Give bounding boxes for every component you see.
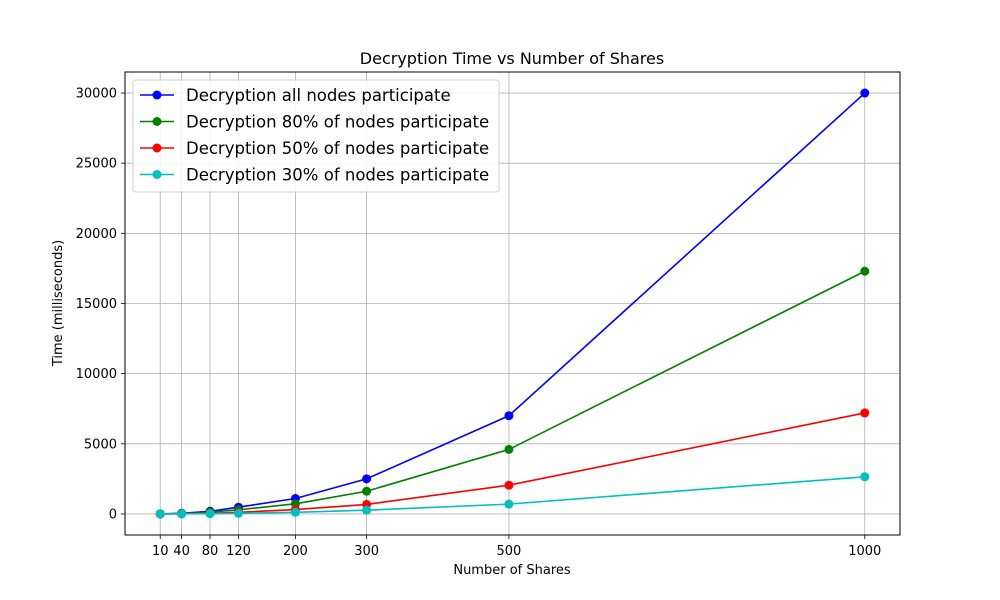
series-2-point <box>860 266 870 276</box>
series-4-point <box>234 508 244 518</box>
legend-item: Decryption 50% of nodes participate <box>140 139 489 158</box>
y-axis-label: Time (milliseconds) <box>51 240 66 367</box>
series-3-point <box>860 408 870 418</box>
axis-ticks: 10 40 80 120 200 300 500 1000050001000015000200… <box>76 87 882 559</box>
series-2-point <box>504 444 514 454</box>
x-tick-label: 300 <box>354 544 379 559</box>
legend-label: Decryption 30% of nodes participate <box>186 166 489 185</box>
legend-label: Decryption all nodes participate <box>186 86 451 105</box>
series-4-point <box>155 509 165 519</box>
legend-box <box>132 79 500 193</box>
legend: Decryption all nodes participate Decrypti… <box>132 79 500 193</box>
x-tick-label: 120 <box>226 544 251 559</box>
series-4 <box>155 472 870 519</box>
series-3-point <box>504 480 514 490</box>
series-2-point <box>362 486 372 496</box>
series-4-point <box>504 499 514 509</box>
series-4-line <box>160 475 865 515</box>
series-4-point <box>177 509 187 519</box>
legend-marker <box>152 143 162 153</box>
series-1-point <box>362 474 372 484</box>
series-1-point <box>860 88 870 98</box>
x-tick-label: 40 <box>173 544 190 559</box>
legend-label: Decryption 80% of nodes participate <box>186 113 489 132</box>
series-4-point <box>860 472 870 482</box>
x-tick-label: 500 <box>497 544 522 559</box>
series-layer <box>155 88 870 519</box>
legend-marker <box>152 170 162 179</box>
legend-item: Decryption 30% of nodes participate <box>140 166 489 185</box>
y-tick-label: 25000 <box>76 157 117 172</box>
chart-title: Decryption Time vs Number of Shares <box>360 49 664 68</box>
series-1-point <box>504 411 514 421</box>
x-tick-label: 10 <box>152 544 169 559</box>
y-tick-label: 10000 <box>76 367 117 382</box>
x-tick-label: 80 <box>202 544 219 559</box>
legend-marker <box>152 117 162 126</box>
legend-label: Decryption 50% of nodes participate <box>186 139 489 158</box>
y-tick-label: 30000 <box>76 87 117 102</box>
legend-item: Decryption 80% of nodes participate <box>140 113 489 132</box>
y-tick-label: 0 <box>109 507 117 522</box>
series-4-point <box>290 507 300 517</box>
legend-marker <box>152 90 162 100</box>
legend-item: Decryption all nodes participate <box>140 86 451 105</box>
y-tick-label: 5000 <box>84 437 117 452</box>
x-tick-label: 1000 <box>848 544 881 559</box>
x-tick-label: 200 <box>283 544 308 559</box>
series-4-point <box>362 505 372 515</box>
y-tick-label: 15000 <box>76 297 117 312</box>
x-axis-label: Number of Shares <box>453 563 571 578</box>
series-4-point <box>205 509 215 519</box>
y-tick-label: 20000 <box>76 227 117 242</box>
